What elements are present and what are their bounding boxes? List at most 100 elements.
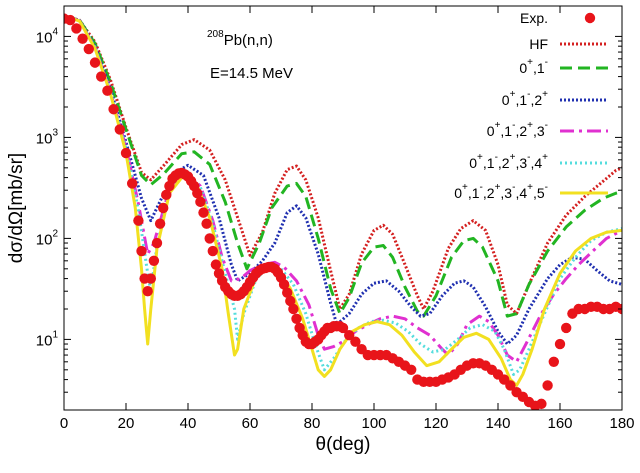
y-tick-exponent: 4: [52, 26, 58, 37]
exp-data-point: [108, 104, 119, 115]
legend-text-part: ,1: [468, 185, 480, 201]
reaction-annotation: 208Pb(n,n): [207, 29, 273, 49]
exp-data-point: [548, 356, 559, 368]
y-axis-label: dσ/dΩ[mb/sr]: [6, 153, 27, 263]
series-hf-line: [64, 14, 622, 316]
legend-sup: -: [545, 57, 548, 68]
legend-sup: -: [512, 120, 515, 131]
legend-sup: -: [512, 182, 515, 193]
exp-data-point: [198, 207, 209, 218]
data-layer: [64, 13, 622, 410]
legend: Exp.HF0+,1-0+,1-,2+0+,1-,2+,3-0+,1-,2+,3…: [454, 10, 608, 201]
legend-text-part: 0: [487, 123, 495, 139]
exp-data-point: [204, 233, 215, 244]
exp-data-point: [148, 255, 160, 267]
y-tick-base: 10: [36, 130, 53, 147]
y-tick-base: 10: [36, 29, 53, 46]
legend-text-part: ,3: [500, 185, 512, 201]
legend-sup: -: [495, 152, 498, 163]
exp-data-point: [288, 303, 299, 315]
legend-text-part: ,4: [530, 155, 542, 171]
legend-text-part: Exp.: [520, 10, 548, 26]
x-axis-label: θ(deg): [316, 434, 371, 455]
legend-text-part: ,4: [515, 185, 527, 201]
legend-text-part: ,2: [515, 123, 527, 139]
legend-sup: -: [480, 182, 483, 193]
exp-data-point: [561, 322, 572, 334]
y-tick-exponent: 3: [52, 127, 58, 138]
exp-data-point: [278, 279, 290, 290]
x-tick-label-80: 80: [304, 415, 321, 432]
legend-sup: +: [542, 89, 548, 100]
legend-text-part: 0: [454, 185, 462, 201]
x-tick-label-0: 0: [60, 415, 68, 432]
exp-data-point: [195, 196, 206, 208]
energy-annotation: E=14.5 MeV: [210, 65, 293, 82]
y-tick-label-3: 103: [36, 127, 59, 147]
legend-text-part: ,3: [515, 155, 527, 171]
exp-data-point: [77, 33, 88, 44]
exp-data-point: [65, 14, 76, 26]
x-tick-label-160: 160: [547, 415, 572, 432]
exp-data-point: [136, 245, 147, 257]
legend-sup: +: [495, 120, 501, 131]
exp-data-point: [291, 313, 302, 324]
series-exp: [64, 13, 622, 410]
exp-data-point: [145, 273, 156, 284]
legend-text-part: ,2: [530, 92, 542, 108]
legend-sup: +: [527, 57, 533, 68]
legend-text-part: 0: [502, 92, 510, 108]
exp-data-point: [114, 124, 126, 135]
exp-data-point: [210, 259, 222, 270]
exp-data-point: [344, 330, 355, 341]
x-tick-label-180: 180: [609, 415, 634, 432]
y-tick-base: 10: [36, 332, 53, 349]
legend-sup: +: [510, 89, 516, 100]
exp-data-point: [554, 338, 566, 350]
legend-label-1: HF: [529, 36, 548, 52]
exp-data-point: [161, 189, 172, 201]
legend-text-part: ,2: [498, 155, 510, 171]
legend-label-6: 0+,1-,2+,3-,4+,5-: [454, 182, 548, 201]
legend-sup: +: [527, 120, 533, 131]
series-0-1-2-3-4-line: [64, 14, 622, 376]
exp-data-point: [350, 336, 361, 347]
y-tick-label-4: 104: [36, 26, 59, 46]
exp-data-point: [127, 178, 138, 189]
x-tick-label-20: 20: [118, 415, 135, 432]
y-tick-exponent: 1: [52, 329, 58, 340]
y-tick-exponent: 2: [52, 228, 58, 239]
legend-sup: -: [545, 182, 548, 193]
x-tick-label-60: 60: [242, 415, 259, 432]
legend-label-0: Exp.: [520, 10, 548, 26]
reaction-mass-number: 208: [207, 29, 224, 40]
legend-text-part: ,5: [533, 185, 545, 201]
exp-data-point: [158, 202, 169, 214]
legend-label-2: 0+,1-: [519, 57, 548, 76]
exp-data-point: [505, 380, 516, 391]
legend-text-part: ,1: [533, 60, 545, 76]
legend-sup: +: [527, 182, 533, 193]
exp-data-point: [83, 43, 95, 55]
legend-sup: +: [477, 152, 483, 163]
legend-sup: -: [545, 120, 548, 131]
legend-text-part: ,1: [483, 155, 495, 171]
x-tick-label-100: 100: [361, 415, 386, 432]
exp-data-point: [207, 245, 218, 257]
exp-data-point: [120, 147, 132, 159]
y-tick-label-1: 101: [36, 329, 59, 349]
exp-data-point: [285, 295, 296, 307]
exp-data-point: [89, 57, 101, 68]
legend-sup: +: [510, 152, 516, 163]
exp-data-point: [406, 364, 417, 376]
legend-label-5: 0+,1-,2+,3-,4+: [469, 152, 548, 171]
x-tick-label-120: 120: [423, 415, 448, 432]
legend-sup: +: [462, 182, 468, 193]
legend-sup: -: [527, 152, 530, 163]
x-tick-label-140: 140: [485, 415, 510, 432]
legend-marker-exp: [584, 12, 596, 24]
legend-sup: +: [542, 152, 548, 163]
reaction-text: Pb(n,n): [224, 32, 273, 49]
exp-data-point: [133, 215, 144, 226]
